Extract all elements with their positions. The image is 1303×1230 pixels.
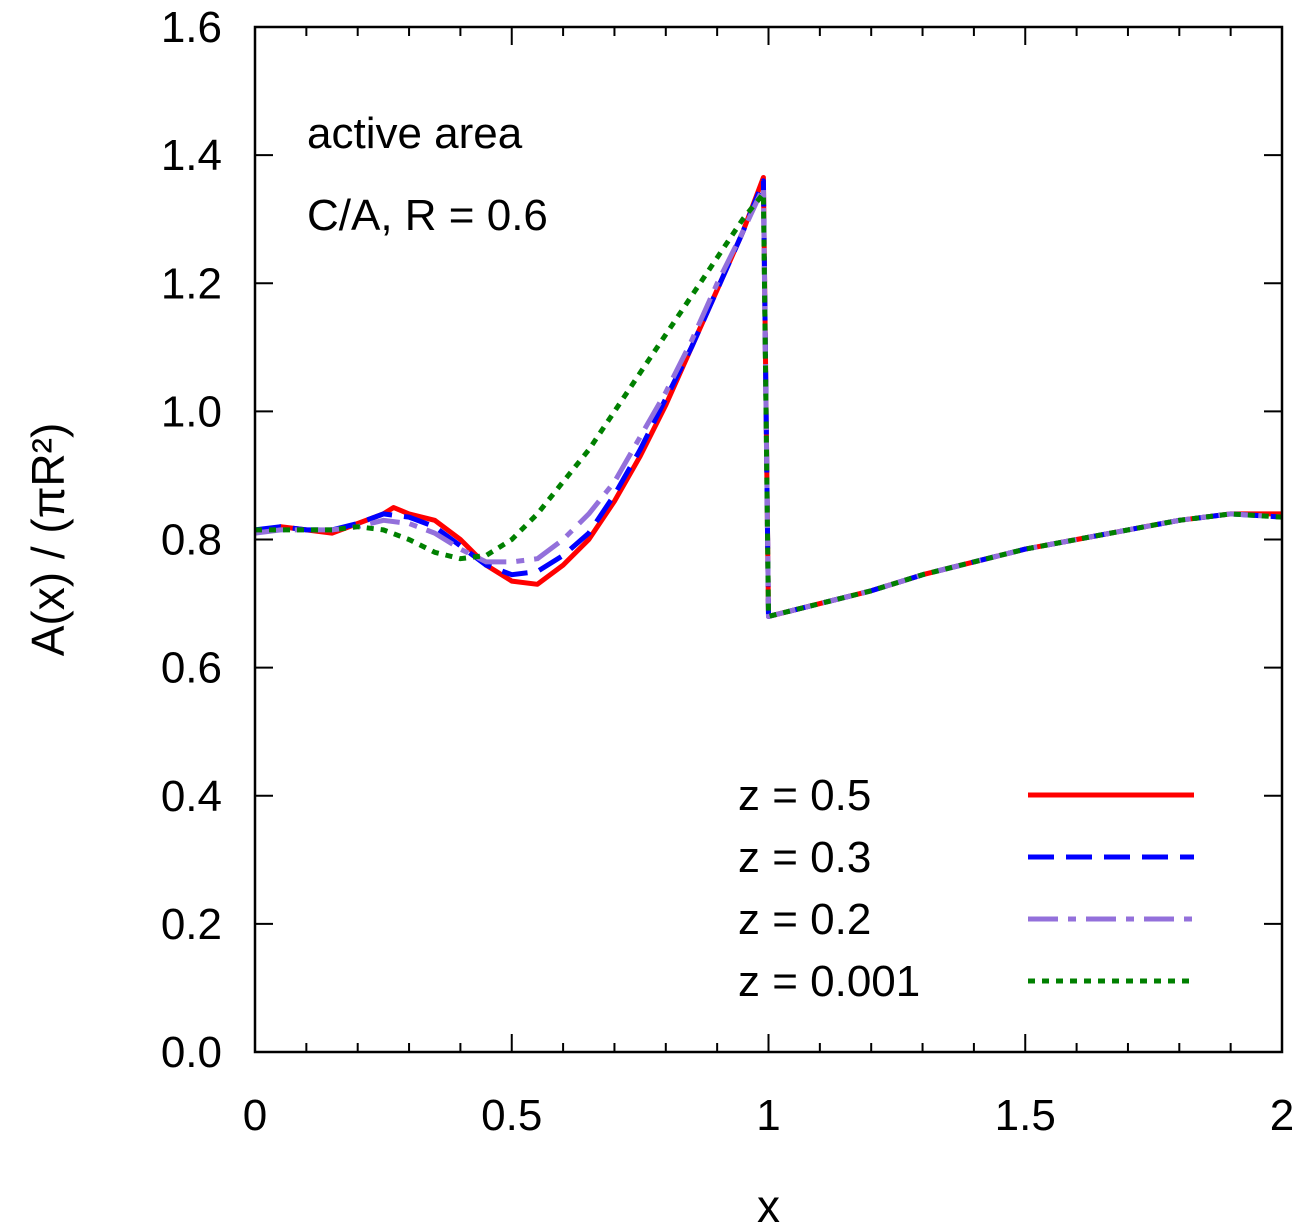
annotation-title: active area [307, 109, 523, 158]
annotation-params: C/A, R = 0.6 [307, 191, 548, 240]
x-tick-label: 1 [756, 1091, 780, 1140]
x-tick-label: 0.5 [481, 1091, 542, 1140]
tick-marks [254, 26, 1283, 1053]
y-tick-label: 0.4 [161, 772, 222, 821]
plot-frame [253, 25, 1284, 1054]
series-lines [254, 175, 1283, 619]
y-tick-label: 1.2 [161, 259, 222, 308]
y-tick-label: 1.6 [161, 3, 222, 52]
tick-labels: 0 0.5 1 1.5 2 0.0 0.2 0.4 0.6 0.8 1.0 1.2 1.4 1.6 [161, 3, 1294, 1140]
y-tick-label: 0.0 [161, 1028, 222, 1077]
y-tick-label: 0.6 [161, 644, 222, 693]
y-tick-label: 1.4 [161, 131, 222, 180]
y-axis-label: A(x) / (πR²) [22, 423, 74, 657]
x-tick-label: 1.5 [995, 1091, 1056, 1140]
legend: z = 0.5 z = 0.3 z = 0.2 z = 0.001 [738, 771, 1194, 1006]
legend-label-2: z = 0.2 [738, 895, 871, 944]
x-tick-label: 0 [243, 1091, 267, 1140]
series-line-3 [255, 191, 1283, 619]
y-tick-label: 0.2 [161, 900, 222, 949]
legend-label-0: z = 0.5 [738, 771, 871, 820]
y-tick-label: 1.0 [161, 387, 222, 436]
legend-label-3: z = 0.001 [738, 957, 920, 1006]
x-tick-label: 2 [1270, 1091, 1294, 1140]
legend-label-1: z = 0.3 [738, 833, 871, 882]
x-axis-label: x [757, 1180, 780, 1225]
y-tick-label: 0.8 [161, 516, 222, 565]
